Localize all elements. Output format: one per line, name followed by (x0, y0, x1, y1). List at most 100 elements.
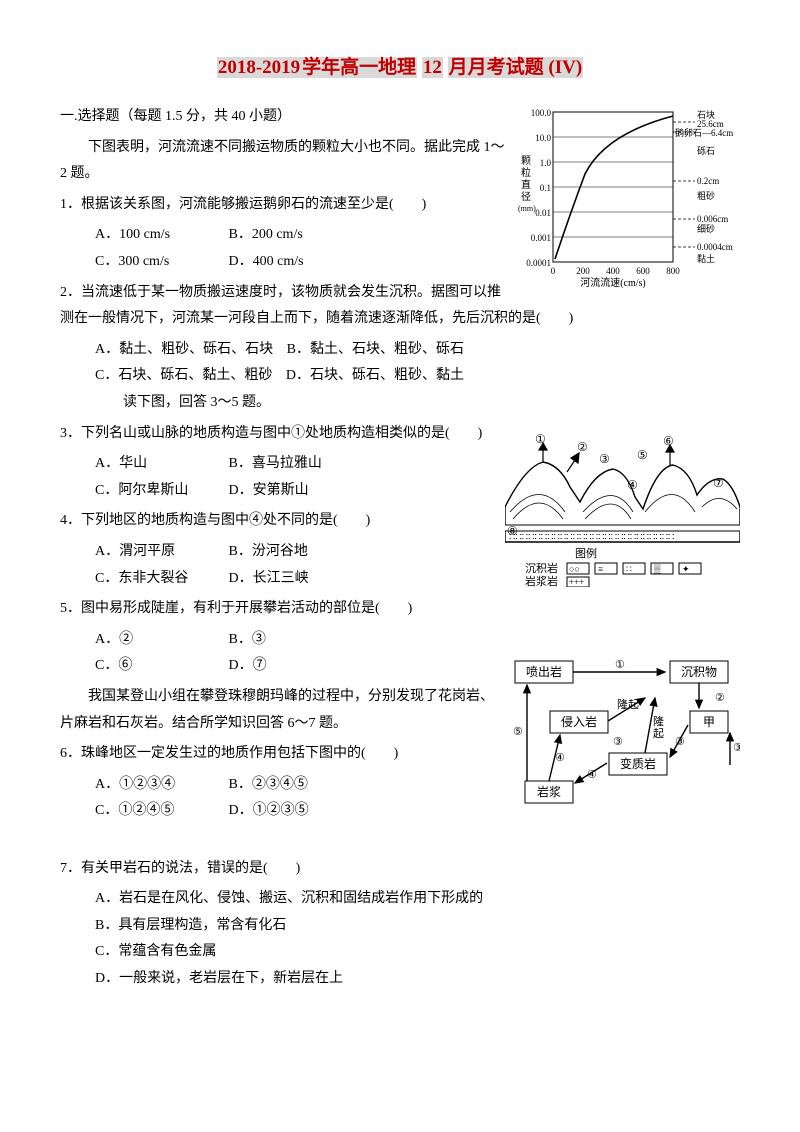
q6-opt-c: C．①②④⑤ (95, 798, 215, 825)
svg-text:砾石: 砾石 (697, 145, 715, 156)
svg-text:○○: ○○ (569, 564, 580, 574)
q5-opt-d: D．⑦ (229, 653, 349, 680)
svg-text:起: 起 (653, 727, 664, 740)
svg-text:⑦: ⑦ (713, 476, 724, 490)
figure-velocity-chart: 100.0 10.0 1.0 0.1 0.01 0.001 0.0001 石块 … (515, 104, 740, 289)
svg-text:沉积物: 沉积物 (681, 665, 717, 679)
svg-text:图例: 图例 (575, 546, 597, 560)
svg-text:+++: +++ (569, 577, 584, 587)
svg-text:喷出岩: 喷出岩 (526, 664, 562, 679)
q4-opt-d: D．长江三峡 (229, 566, 349, 593)
svg-text:黏土: 黏土 (697, 253, 715, 264)
svg-text:③: ③ (675, 736, 685, 748)
svg-text:0.2cm: 0.2cm (697, 176, 719, 186)
title-year: 2018-2019 (217, 57, 301, 78)
q2-opt-a: A．黏土、粗砂、砾石、石块 (95, 337, 273, 364)
svg-text:▒: ▒ (654, 564, 661, 575)
title-suffix: 月月考试题 (IV) (448, 57, 584, 78)
q4-opt-c: C．东非大裂谷 (95, 566, 215, 593)
q1-opt-c: C．300 cm/s (95, 249, 215, 276)
q5-opt-b: B．③ (229, 627, 349, 654)
q2-opt-c: C．石块、砾石、黏土、粗砂 (95, 363, 272, 390)
q2-opt-d: D．石块、砾石、粗砂、黏土 (286, 363, 464, 390)
svg-text:④: ④ (587, 769, 597, 781)
svg-text:岩浆: 岩浆 (537, 784, 561, 799)
svg-text:0.01: 0.01 (535, 208, 551, 218)
svg-text:600: 600 (636, 266, 650, 276)
q7-stem: 7．有关甲岩石的说法，错误的是( ) (60, 856, 740, 883)
q7-opt-c: C．常蕴含有色金属 (95, 939, 740, 966)
q3-opt-c: C．阿尔卑斯山 (95, 478, 215, 505)
svg-text:✦: ✦ (682, 564, 690, 574)
q4-opt-a: A．渭河平原 (95, 539, 215, 566)
svg-text:①: ① (615, 659, 625, 671)
svg-text:400: 400 (606, 266, 620, 276)
svg-text:⑥: ⑥ (663, 434, 674, 448)
svg-text:隆: 隆 (653, 714, 664, 728)
svg-text:岩浆岩: 岩浆岩 (525, 574, 558, 587)
svg-text:细砂: 细砂 (697, 223, 715, 234)
svg-text:800: 800 (666, 266, 680, 276)
svg-text:径: 径 (521, 190, 531, 203)
svg-text:①: ① (535, 432, 546, 446)
svg-text:0.0001: 0.0001 (526, 258, 551, 268)
chart-xlabel: 河流流速(cm/s) (580, 276, 646, 289)
svg-text:∷∷∷∷∷∷∷∷∷∷∷∷∷∷∷∷∷∷∷∷∷∷∷∷∷∷: ∷∷∷∷∷∷∷∷∷∷∷∷∷∷∷∷∷∷∷∷∷∷∷∷∷∷ (509, 532, 674, 543)
svg-text:∷: ∷ (626, 564, 632, 574)
svg-text:粒: 粒 (521, 166, 531, 179)
svg-text:⑧: ⑧ (507, 524, 518, 538)
q5-opt-c: C．⑥ (95, 653, 215, 680)
svg-text:0.1: 0.1 (540, 183, 551, 193)
svg-text:直: 直 (521, 178, 531, 191)
svg-text:变质岩: 变质岩 (620, 756, 656, 771)
svg-text:⑤: ⑤ (513, 726, 523, 738)
svg-text:沉积岩: 沉积岩 (525, 561, 558, 575)
q6-opt-a: A．①②③④ (95, 772, 215, 799)
svg-text:粗砂: 粗砂 (697, 190, 715, 201)
svg-text:②: ② (715, 692, 725, 704)
svg-text:③: ③ (599, 452, 610, 466)
svg-text:隆起: 隆起 (617, 697, 639, 711)
q5-stem: 5．图中易形成陡崖，有利于开展攀岩活动的部位是( ) (60, 596, 740, 623)
svg-text:10.0: 10.0 (535, 133, 551, 143)
q1-opt-b: B．200 cm/s (229, 222, 349, 249)
svg-text:200: 200 (576, 266, 590, 276)
svg-text:100.0: 100.0 (531, 108, 552, 118)
q3-opt-a: A．华山 (95, 451, 215, 478)
svg-text:颗: 颗 (521, 155, 531, 167)
q6-opt-b: B．②③④⑤ (229, 772, 349, 799)
title-mid: 学年高一地理 (301, 57, 417, 78)
svg-text:(mm): (mm) (518, 204, 536, 213)
q6-opt-d: D．①②③⑤ (229, 798, 349, 825)
svg-text:0.0004cm: 0.0004cm (697, 242, 733, 252)
svg-text:③: ③ (733, 742, 740, 754)
q7-opt-a: A．岩石是在风化、侵蚀、搬运、沉积和固结成岩作用下形成的 (95, 886, 740, 913)
svg-text:②: ② (577, 440, 588, 454)
page-title: 2018-2019学年高一地理 12 月月考试题 (IV) (60, 50, 740, 86)
svg-text:0.006cm: 0.006cm (697, 214, 728, 224)
q5-opt-a: A．② (95, 627, 215, 654)
svg-text:0: 0 (551, 266, 556, 276)
q7-opt-d: D．一般来说，老岩层在下，新岩层在上 (95, 966, 740, 993)
svg-text:≡: ≡ (598, 564, 603, 574)
intro-3-5: 读下图，回答 3～5 题。 (95, 390, 740, 417)
q7-opt-b: B．具有层理构造，常含有化石 (95, 913, 740, 940)
q1-opt-a: A．100 cm/s (95, 222, 215, 249)
figure-rock-cycle: 喷出岩 沉积物 侵入岩 甲 变质岩 岩浆 (505, 653, 740, 813)
svg-text:0.001: 0.001 (531, 233, 551, 243)
svg-text:1.0: 1.0 (540, 158, 552, 168)
svg-text:⑤: ⑤ (637, 448, 648, 462)
figure-geology-section: ∷∷∷∷∷∷∷∷∷∷∷∷∷∷∷∷∷∷∷∷∷∷∷∷∷∷ ① ② ③ ④ ⑤ ⑥ ⑦… (505, 417, 740, 587)
q3-opt-d: D．安第斯山 (229, 478, 349, 505)
svg-text:④: ④ (555, 752, 565, 764)
title-month: 12 (422, 57, 443, 78)
q2-opt-b: B．黏土、石块、粗砂、砾石 (287, 337, 464, 364)
svg-text:④: ④ (627, 478, 638, 492)
svg-text:甲: 甲 (703, 715, 715, 729)
q3-opt-b: B．喜马拉雅山 (229, 451, 349, 478)
svg-text:③: ③ (613, 736, 623, 748)
q1-opt-d: D．400 cm/s (229, 249, 349, 276)
svg-text:鹅卵石—6.4cm: 鹅卵石—6.4cm (675, 127, 733, 138)
q4-opt-b: B．汾河谷地 (229, 539, 349, 566)
svg-text:侵入岩: 侵入岩 (561, 714, 597, 729)
